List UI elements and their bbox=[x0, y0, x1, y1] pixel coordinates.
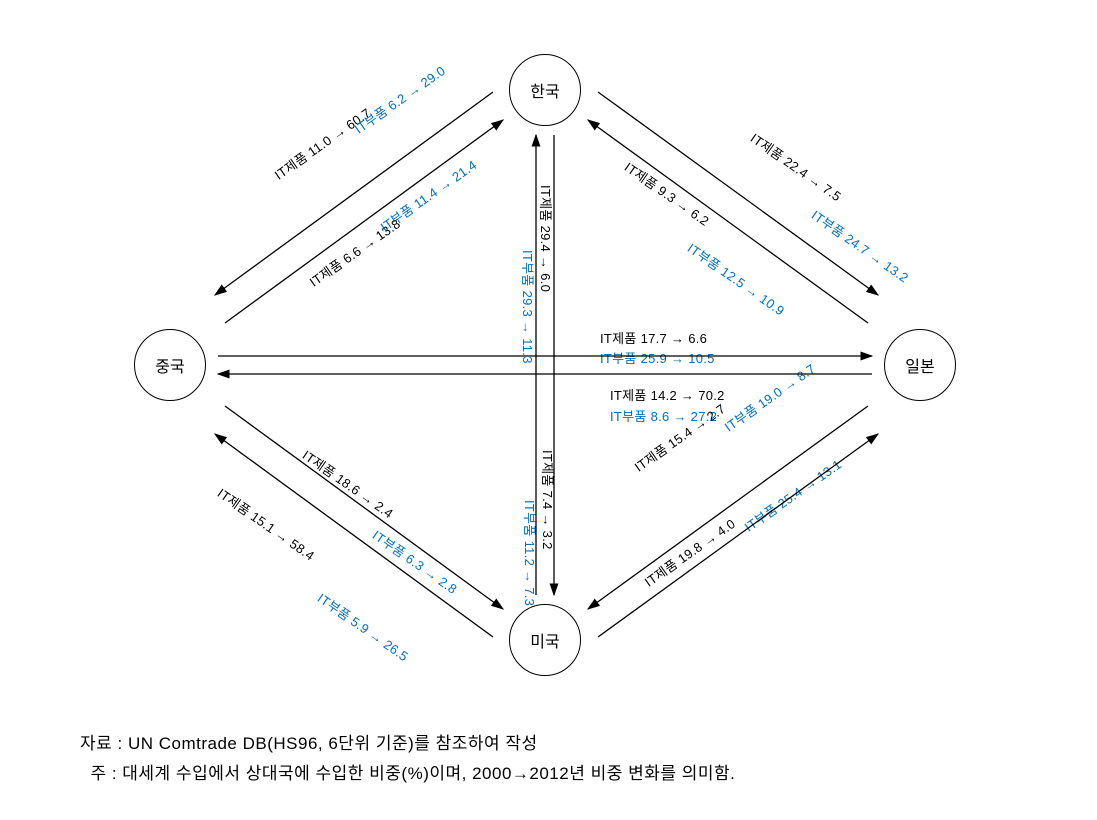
node-usa: 미국 bbox=[509, 604, 581, 676]
source-line: 자료 : UN Comtrade DB(HS96, 6단위 기준)를 참조하여 … bbox=[80, 729, 735, 760]
node-label: 중국 bbox=[155, 353, 184, 377]
footnote: 자료 : UN Comtrade DB(HS96, 6단위 기준)를 참조하여 … bbox=[80, 729, 735, 790]
note-label: 주 : bbox=[90, 764, 117, 783]
trade-flow-diagram: 한국 중국 일본 미국 IT제품 11.0 → 60.7IT부품 6.2 → 2… bbox=[60, 20, 1030, 720]
note-text: 대세계 수입에서 상대국에 수입한 비중(%)이며, 2000→2012년 비중… bbox=[122, 764, 735, 783]
node-label: 미국 bbox=[530, 628, 559, 652]
source-text: UN Comtrade DB(HS96, 6단위 기준)를 참조하여 작성 bbox=[128, 734, 538, 753]
note-line: 주 : 대세계 수입에서 상대국에 수입한 비중(%)이며, 2000→2012… bbox=[80, 759, 735, 790]
node-korea: 한국 bbox=[509, 54, 581, 126]
node-china: 중국 bbox=[134, 329, 206, 401]
node-label: 일본 bbox=[905, 353, 934, 377]
node-japan: 일본 bbox=[884, 329, 956, 401]
node-label: 한국 bbox=[530, 78, 559, 102]
source-label: 자료 : bbox=[80, 734, 123, 753]
